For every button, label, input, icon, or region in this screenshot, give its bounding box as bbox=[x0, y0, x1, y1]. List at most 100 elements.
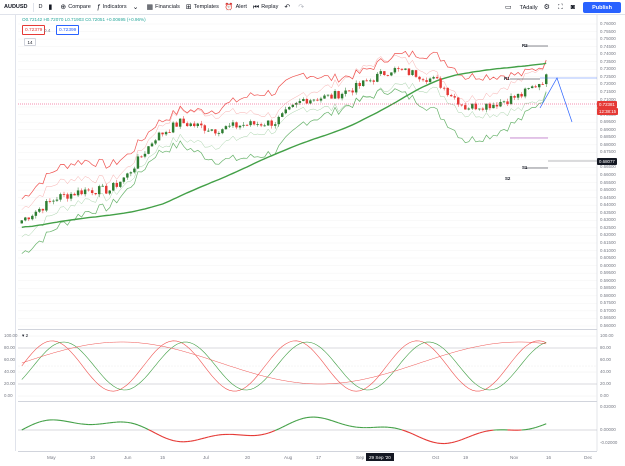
replay-button[interactable]: ⏮ Replay bbox=[250, 0, 281, 15]
templates-button[interactable]: ⊞ Templates bbox=[183, 0, 222, 15]
price-axis-label: 0.62000 bbox=[600, 232, 616, 238]
osc-line-segment bbox=[292, 420, 297, 423]
candle-body bbox=[214, 129, 217, 134]
candle-body bbox=[428, 78, 432, 82]
candle-body bbox=[252, 121, 256, 125]
price-axis-label: 0.68500 bbox=[600, 134, 616, 140]
candle-body bbox=[457, 97, 460, 105]
candle-body bbox=[302, 99, 305, 102]
price-axis-label: 0.75000 bbox=[600, 36, 616, 42]
candle-body bbox=[330, 94, 333, 99]
sell-button[interactable]: 0.72379 bbox=[22, 25, 46, 35]
templates-label: Templates bbox=[193, 4, 219, 10]
candle-body bbox=[418, 76, 421, 80]
candle-body bbox=[442, 87, 446, 89]
time-axis-label: Dec bbox=[584, 455, 593, 460]
price-axis-label: 0.63500 bbox=[600, 209, 616, 215]
osc-line-segment bbox=[401, 429, 406, 432]
crosshair-date: 29 Sep '20 bbox=[366, 453, 394, 461]
indicators-button[interactable]: ƒ Indicators bbox=[94, 0, 130, 15]
candle-body bbox=[221, 129, 224, 134]
candle-body bbox=[59, 194, 62, 200]
current-price-tag: 0.72381 bbox=[597, 101, 617, 108]
candle-body bbox=[492, 104, 495, 109]
candle-body bbox=[66, 194, 69, 199]
layout-icon[interactable]: ▭ bbox=[505, 4, 512, 11]
osc-line-segment bbox=[391, 427, 395, 429]
compare-button[interactable]: ⊕ Compare bbox=[57, 0, 94, 15]
osc-line-segment bbox=[528, 427, 533, 430]
fullscreen-icon[interactable]: ⛶ bbox=[557, 4, 563, 11]
candle-body bbox=[288, 106, 291, 110]
candle-body bbox=[460, 104, 463, 106]
candle-style-button[interactable]: ▮ bbox=[46, 0, 58, 15]
volume-badge[interactable]: 14 bbox=[24, 38, 36, 46]
time-axis-label: May bbox=[47, 455, 56, 460]
candle-body bbox=[365, 80, 368, 82]
financials-button[interactable]: ▦ Financials bbox=[144, 0, 183, 15]
pane-separator-1[interactable] bbox=[18, 329, 597, 330]
candle-body bbox=[270, 120, 273, 126]
osc-line-segment bbox=[426, 439, 431, 442]
candle-body bbox=[333, 91, 337, 99]
candle-body bbox=[161, 132, 164, 135]
candle-body bbox=[168, 132, 171, 133]
osc-line-segment bbox=[331, 420, 336, 423]
candle-body bbox=[464, 105, 467, 110]
osc-line-segment bbox=[468, 434, 473, 438]
osc-line-segment bbox=[408, 431, 413, 435]
rewind-icon: ⏮ bbox=[252, 3, 260, 11]
price-axis-label: 0.60000 bbox=[600, 262, 616, 268]
pane-separator-2[interactable] bbox=[18, 401, 597, 402]
candle-body bbox=[527, 88, 530, 89]
candle-body bbox=[390, 72, 393, 76]
price-axis-label: 0.66500 bbox=[600, 164, 616, 170]
candle-body bbox=[530, 86, 534, 89]
osc-line-segment bbox=[345, 424, 350, 427]
buy-button[interactable]: 0.72399 bbox=[56, 25, 80, 35]
osc-line-segment bbox=[264, 432, 269, 435]
candle-body bbox=[87, 189, 90, 191]
alert-button[interactable]: ⏰ Alert bbox=[222, 0, 250, 15]
candle-body bbox=[520, 93, 523, 97]
candle-body bbox=[129, 172, 133, 174]
indicators-templates-button[interactable]: ⌄ bbox=[130, 0, 144, 15]
candle-body bbox=[210, 129, 214, 131]
candle-body bbox=[383, 71, 386, 76]
price-axis-label: 0.57000 bbox=[600, 307, 616, 313]
candle-body bbox=[217, 133, 221, 134]
osc-line-segment bbox=[472, 433, 477, 437]
price-axis-label: 0.64500 bbox=[600, 194, 616, 200]
osc-line-segment bbox=[415, 435, 420, 438]
camera-icon[interactable]: ◙ bbox=[570, 4, 575, 11]
osc-line-segment bbox=[296, 418, 301, 422]
toolbar-right: ▭ TAdaily ⚙ ⛶ ◙ bbox=[505, 0, 577, 15]
candle-body bbox=[150, 143, 154, 147]
candle-body bbox=[319, 98, 323, 101]
osc-line-segment bbox=[479, 431, 484, 434]
publish-button[interactable]: Publish bbox=[583, 2, 621, 13]
redo-button[interactable]: ↷ bbox=[295, 0, 309, 15]
candle-body bbox=[372, 80, 375, 82]
symbol-button[interactable]: AUDUSD bbox=[4, 4, 28, 10]
osc-line-segment bbox=[278, 426, 283, 430]
layout-name[interactable]: TAdaily bbox=[519, 4, 538, 11]
alert-label: Alert bbox=[235, 4, 247, 10]
candle-body bbox=[467, 108, 471, 110]
candle-body bbox=[291, 104, 295, 107]
candle-body bbox=[425, 80, 428, 82]
price-axis-label: 0.71500 bbox=[600, 88, 616, 94]
osc-line-segment bbox=[158, 434, 163, 438]
gear-icon[interactable]: ⚙ bbox=[543, 4, 550, 11]
osc-line-segment bbox=[465, 436, 470, 439]
undo-button[interactable]: ↶ bbox=[281, 0, 295, 15]
candle-body bbox=[48, 201, 52, 202]
price-axis-label: 0.73500 bbox=[600, 58, 616, 64]
candle-body bbox=[305, 99, 309, 104]
candle-body bbox=[407, 68, 411, 75]
interval-button[interactable]: D bbox=[38, 4, 43, 10]
price-axis-label: 0.58500 bbox=[600, 285, 616, 291]
candle-body bbox=[513, 96, 516, 98]
indicator-label[interactable]: ▾ 2 bbox=[22, 333, 29, 338]
